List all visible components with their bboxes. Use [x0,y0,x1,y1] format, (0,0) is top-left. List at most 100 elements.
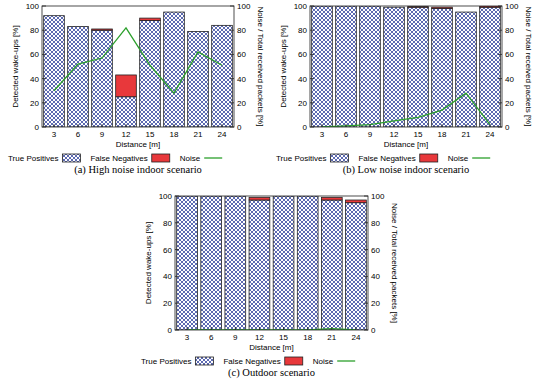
legend-swatch [204,157,222,158]
y2-tick [498,6,502,7]
y-tick-label: 100 [159,192,173,201]
y2-tick [364,196,368,197]
bar [249,197,270,200]
y-tick [42,102,46,103]
y2-tick [498,54,502,55]
x-tick [346,124,347,127]
x-tick [466,124,467,127]
x-tick-label: 21 [194,130,203,139]
x-tick [187,327,188,330]
x-axis-label: Distance [m] [384,140,428,149]
bar [456,12,477,13]
bar [92,30,113,127]
y2-tick-label: 80 [505,26,514,35]
x-tick-label: 12 [122,130,131,139]
y-tick [310,127,314,128]
y-tick-label: 20 [298,99,307,108]
x-tick-label: 24 [218,130,227,139]
bar [225,196,246,330]
y-tick [175,303,179,304]
x-tick [126,124,127,127]
plot-area [312,6,501,127]
bar [360,6,381,127]
y2-tick [364,330,368,331]
noise-line [54,28,222,93]
bar [336,6,357,127]
bar [177,196,198,330]
y-tick-label: 60 [30,50,39,59]
x-tick-label: 6 [76,130,81,139]
caption: (b) Low noise indoor scenario [343,164,470,176]
y-axis-label: Detected wake-ups [%] [279,25,288,107]
x-axis-label: Distance [m] [249,343,293,352]
bar [312,6,333,127]
x-tick-label: 15 [146,130,155,139]
y-tick [310,102,314,103]
bar [408,7,429,127]
y-tick-label: 100 [26,2,40,11]
y2-tick [364,222,368,223]
x-tick-label: 9 [368,130,373,139]
x-tick [307,327,308,330]
bar [297,196,318,330]
x-tick [322,124,323,127]
bar [212,25,233,127]
legend-label: False Negatives [90,154,147,163]
bar [212,25,233,26]
y-tick [42,127,46,128]
y2-tick [230,78,234,79]
legend-swatch [152,154,170,162]
legend-swatch [472,157,490,158]
y2-tick-label: 20 [237,99,246,108]
bar [164,12,185,127]
x-tick [259,327,260,330]
x-tick [331,327,332,330]
y-tick-label: 80 [163,219,172,228]
legend-label: True Positives [276,154,326,163]
bar [164,12,185,13]
y-tick-label: 60 [298,50,307,59]
bar [188,31,209,32]
y2-tick-label: 100 [505,2,519,11]
y-tick [175,249,179,250]
y2-tick-label: 0 [505,123,510,132]
x-tick [198,124,199,127]
x-tick [235,327,236,330]
bar [321,200,342,330]
bar [44,16,65,127]
y2-tick [498,102,502,103]
y-tick [310,78,314,79]
x-tick-label: 24 [486,130,495,139]
y-tick-label: 40 [163,272,172,281]
legend-swatch [420,154,438,162]
x-tick-label: 3 [52,130,57,139]
y-tick [42,78,46,79]
y-tick-label: 80 [298,26,307,35]
frame [310,6,502,127]
y-tick [175,276,179,277]
x-tick-label: 18 [303,333,312,342]
y2-tick-label: 0 [237,123,242,132]
x-tick [211,327,212,330]
legend-label: True Positives [141,357,191,366]
y-tick [42,54,46,55]
plot-area [44,12,233,127]
y2-tick [364,249,368,250]
legend: True PositivesFalse NegativesNoise [141,357,355,366]
y2-tick-label: 80 [237,26,246,35]
y2-tick-label: 0 [371,326,376,335]
y-tick-label: 0 [303,123,308,132]
bar [384,7,405,127]
bar [68,26,89,27]
legend-label: Noise [313,357,334,366]
y2-tick [498,127,502,128]
bar [346,203,367,330]
x-tick [54,124,55,127]
y-tick [175,330,179,331]
x-tick [222,124,223,127]
legend-swatch [337,360,355,361]
y-tick-label: 40 [30,75,39,84]
x-tick [283,327,284,330]
x-tick [102,124,103,127]
x-tick-label: 15 [279,333,288,342]
